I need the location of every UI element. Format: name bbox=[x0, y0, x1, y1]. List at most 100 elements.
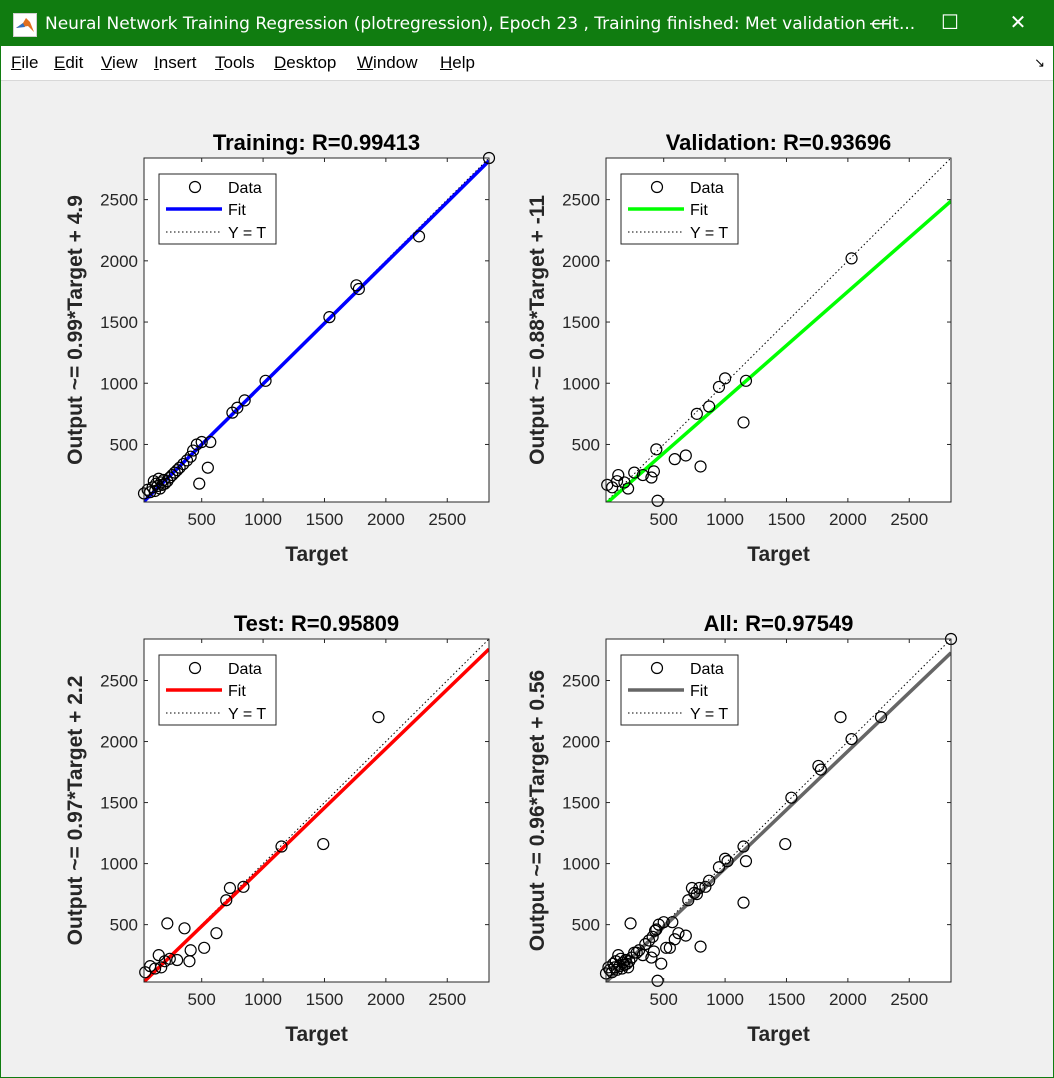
data-point bbox=[612, 468, 625, 482]
minimize-button[interactable]: — bbox=[870, 12, 890, 34]
legend-label-data: Data bbox=[690, 180, 724, 197]
data-point bbox=[647, 945, 660, 958]
fit-line bbox=[144, 647, 489, 982]
x-tick-label: 2500 bbox=[890, 510, 928, 529]
data-point bbox=[718, 372, 732, 385]
x-tick-label: 2000 bbox=[367, 990, 405, 1009]
axes-frame bbox=[605, 638, 952, 983]
x-axis-label: Target bbox=[747, 1023, 810, 1046]
legend-data-marker bbox=[188, 661, 202, 675]
x-tick-label: 500 bbox=[650, 510, 678, 529]
legend-label-data: Data bbox=[228, 661, 262, 678]
data-point bbox=[636, 468, 649, 482]
legend: Data Fit Y = T bbox=[158, 654, 277, 726]
data-point bbox=[679, 929, 692, 942]
data-point bbox=[845, 732, 858, 746]
identity-line bbox=[606, 158, 951, 502]
maximize-button[interactable]: ☐ bbox=[941, 12, 959, 34]
data-point bbox=[352, 282, 365, 296]
data-point bbox=[739, 855, 753, 868]
dock-figure-icon[interactable]: ↘ bbox=[1034, 55, 1045, 70]
x-tick-label: 1500 bbox=[306, 990, 344, 1009]
data-point bbox=[814, 763, 827, 776]
data-point bbox=[712, 861, 726, 874]
window-title: Neural Network Training Regression (plot… bbox=[45, 14, 916, 34]
data-point bbox=[737, 840, 750, 853]
data-point bbox=[193, 477, 206, 490]
data-point bbox=[223, 881, 237, 895]
data-point bbox=[655, 957, 668, 970]
data-point bbox=[651, 494, 664, 507]
legend-label-data: Data bbox=[228, 180, 262, 197]
plot-content bbox=[606, 158, 951, 502]
data-point bbox=[666, 916, 679, 929]
chart-title: Training: R=0.99413 bbox=[213, 130, 420, 155]
data-point bbox=[198, 941, 211, 954]
data-point bbox=[372, 711, 385, 724]
chart-title: Test: R=0.95809 bbox=[234, 611, 399, 636]
data-point bbox=[231, 401, 244, 414]
x-tick-label: 2500 bbox=[890, 990, 928, 1009]
y-axis-label: Output ~= 0.97*Target + 2.2 bbox=[64, 676, 87, 946]
y-tick-label: 2500 bbox=[562, 672, 600, 691]
menu-window[interactable]: Window bbox=[357, 53, 418, 72]
data-point bbox=[690, 888, 703, 901]
legend-label-identity: Y = T bbox=[690, 225, 728, 242]
plot-content bbox=[144, 158, 489, 502]
data-point bbox=[171, 464, 184, 477]
fit-line bbox=[144, 159, 489, 502]
data-point bbox=[785, 791, 798, 804]
menu-view[interactable]: View bbox=[101, 53, 138, 72]
chart-title: All: R=0.97549 bbox=[704, 611, 854, 636]
y-tick-label: 2000 bbox=[100, 252, 138, 271]
close-button[interactable]: ✕ bbox=[1009, 12, 1027, 34]
y-tick-label: 2500 bbox=[100, 672, 138, 691]
y-axis-label: Output ~= 0.99*Target + 4.9 bbox=[64, 195, 87, 465]
data-point bbox=[694, 460, 707, 473]
x-tick-label: 1000 bbox=[244, 510, 282, 529]
data-point bbox=[204, 435, 217, 449]
data-point bbox=[323, 311, 336, 324]
data-point bbox=[195, 435, 208, 449]
x-tick-label: 500 bbox=[188, 990, 216, 1009]
figure-canvas: 500 1000 1500 2000 2500 500 1000 1500 2000 2500 Tr… bbox=[64, 130, 958, 1046]
data-point bbox=[177, 457, 190, 471]
menu-insert[interactable]: Insert bbox=[154, 53, 197, 72]
y-tick-label: 2500 bbox=[100, 191, 138, 210]
title-bar[interactable]: Neural Network Training Regression (plot… bbox=[1, 1, 1053, 46]
data-point bbox=[739, 374, 753, 387]
x-tick-label: 2500 bbox=[428, 990, 466, 1009]
data-point bbox=[693, 881, 706, 895]
menu-desktop[interactable]: Desktop bbox=[274, 53, 337, 72]
legend-label-fit: Fit bbox=[690, 202, 708, 219]
data-point bbox=[161, 917, 174, 930]
x-tick-label: 1000 bbox=[244, 990, 282, 1009]
data-point bbox=[703, 400, 716, 413]
x-tick-label: 2000 bbox=[829, 990, 867, 1009]
x-tick-label: 2500 bbox=[428, 510, 466, 529]
y-tick-label: 1000 bbox=[562, 374, 600, 393]
chart-panel-3: 500 1000 1500 2000 2500 500 1000 1500 2000 2500 Te… bbox=[64, 611, 490, 1046]
y-tick-label: 500 bbox=[572, 435, 600, 454]
data-point bbox=[180, 454, 194, 467]
menu-file[interactable]: File bbox=[11, 53, 39, 72]
data-point bbox=[737, 896, 750, 909]
matlab-app-icon bbox=[13, 13, 37, 37]
menu-help[interactable]: Help bbox=[440, 53, 475, 72]
data-point bbox=[649, 924, 662, 937]
data-point bbox=[718, 852, 732, 865]
y-tick-label: 2000 bbox=[100, 733, 138, 752]
x-tick-label: 1000 bbox=[706, 510, 744, 529]
menu-edit[interactable]: Edit bbox=[54, 53, 84, 72]
data-point bbox=[694, 940, 707, 953]
y-tick-label: 1500 bbox=[562, 794, 600, 813]
data-point bbox=[178, 922, 191, 935]
data-point bbox=[651, 974, 664, 987]
menu-tools[interactable]: Tools bbox=[215, 53, 255, 72]
data-point bbox=[155, 961, 168, 974]
y-tick-label: 500 bbox=[110, 916, 138, 935]
x-axis-label: Target bbox=[285, 1023, 348, 1046]
y-tick-label: 1000 bbox=[100, 374, 138, 393]
y-tick-label: 1000 bbox=[562, 855, 600, 874]
